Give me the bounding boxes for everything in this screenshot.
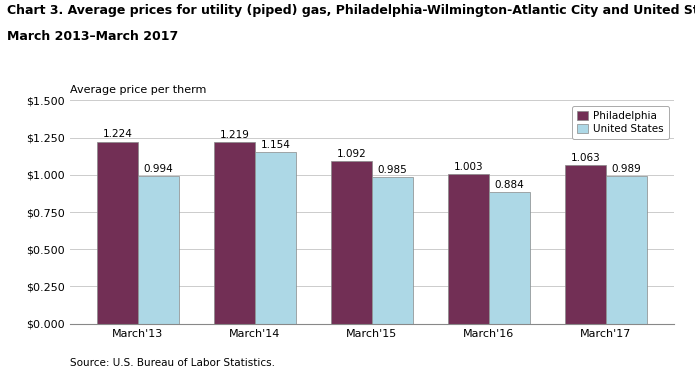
Bar — [606, 176, 646, 324]
Bar — [97, 141, 138, 324]
Text: Source: U.S. Bureau of Labor Statistics.: Source: U.S. Bureau of Labor Statistics. — [70, 358, 275, 368]
Text: March 2013–March 2017: March 2013–March 2017 — [7, 30, 178, 43]
Text: Chart 3. Average prices for utility (piped) gas, Philadelphia-Wilmington-Atlanti: Chart 3. Average prices for utility (pip… — [7, 4, 695, 17]
Text: 0.985: 0.985 — [377, 165, 407, 175]
Text: 1.003: 1.003 — [454, 162, 483, 172]
Text: 0.994: 0.994 — [143, 164, 173, 173]
Text: 1.092: 1.092 — [336, 149, 366, 159]
Text: 0.884: 0.884 — [494, 180, 524, 190]
Bar — [331, 161, 372, 324]
Text: 0.989: 0.989 — [612, 164, 641, 174]
Bar — [448, 174, 489, 324]
Text: 1.224: 1.224 — [103, 129, 132, 139]
Text: 1.154: 1.154 — [261, 140, 291, 150]
Text: 1.063: 1.063 — [571, 153, 600, 163]
Legend: Philadelphia, United States: Philadelphia, United States — [572, 106, 669, 139]
Bar — [372, 177, 413, 324]
Bar — [565, 166, 606, 324]
Bar — [138, 176, 179, 324]
Text: Average price per therm: Average price per therm — [70, 85, 206, 95]
Bar — [214, 142, 255, 324]
Bar — [255, 152, 296, 324]
Bar — [489, 192, 530, 324]
Text: 1.219: 1.219 — [220, 130, 250, 140]
